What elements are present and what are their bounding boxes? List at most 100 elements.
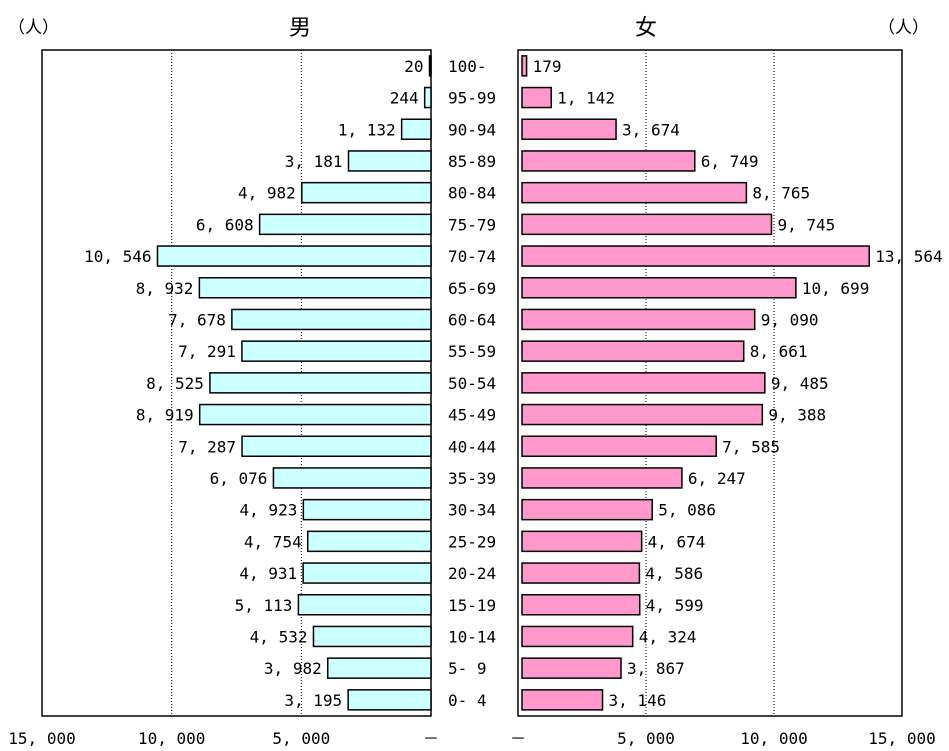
female-data-label: 4, 674: [648, 532, 706, 551]
male-bar: [347, 150, 432, 172]
male-bar: [423, 86, 432, 109]
female-bar: [521, 403, 764, 426]
female-bar: [521, 118, 617, 140]
male-data-label: 20: [404, 57, 423, 76]
male-bar: [241, 340, 432, 362]
age-group-label: 30-34: [448, 501, 496, 520]
female-data-label: 1, 142: [557, 89, 615, 108]
female-data-label: 4, 324: [639, 627, 697, 646]
female-bar: [521, 372, 766, 394]
male-bar: [156, 245, 432, 267]
x-axis-ticks: 15, 000 10, 000 5, 000 － － 5, 000 10, 000 15, 0…: [8, 729, 935, 748]
male-data-label: 6, 608: [196, 215, 254, 234]
male-data-label: 8, 932: [136, 279, 194, 298]
x-tick-label-female: 15, 000: [868, 729, 935, 748]
male-data-label: 1, 132: [338, 120, 396, 139]
male-bar: [428, 55, 432, 77]
female-bar: [521, 625, 634, 648]
age-group-label: 15-19: [448, 596, 496, 615]
male-data-label: 4, 532: [250, 627, 308, 646]
male-bar: [326, 657, 432, 679]
female-data-label: 8, 765: [752, 184, 810, 203]
male-data-label: 244: [390, 89, 419, 108]
age-group-label: 50-54: [448, 374, 496, 393]
age-group-label: 85-89: [448, 152, 496, 171]
age-group-labels: 100- 95-99 90-94 85-89 80-84 75-79 70-74 65-69 6…: [448, 57, 496, 710]
female-bar: [521, 467, 683, 489]
female-bar: [521, 594, 641, 616]
female-bar: [521, 308, 756, 331]
female-bar: [521, 245, 870, 267]
female-bar: [521, 340, 745, 362]
male-data-label: 4, 982: [238, 184, 296, 203]
female-bar: [521, 435, 717, 457]
male-data-label: 8, 525: [146, 374, 204, 393]
x-tick-label-female: －: [510, 729, 526, 748]
age-group-label: 55-59: [448, 342, 496, 361]
female-bar: [521, 86, 552, 109]
male-data-label: 7, 287: [178, 437, 236, 456]
female-bar: [521, 150, 696, 172]
female-data-label: 4, 599: [646, 596, 704, 615]
male-bar: [231, 308, 432, 331]
male-bar: [241, 435, 432, 457]
male-data-label: 3, 195: [284, 691, 342, 710]
female-data-label: 9, 745: [777, 215, 835, 234]
female-data-label: 3, 674: [622, 120, 680, 139]
age-group-label: 70-74: [448, 247, 496, 266]
male-data-label: 4, 931: [239, 564, 297, 583]
female-bar: [521, 689, 604, 711]
female-data-label: 179: [533, 57, 562, 76]
female-data-label: 13, 564: [875, 247, 942, 266]
age-group-label: 40-44: [448, 437, 496, 456]
male-bar: [198, 403, 432, 426]
x-tick-label-male: －: [423, 729, 439, 748]
age-group-label: 80-84: [448, 184, 496, 203]
age-group-label: 65-69: [448, 279, 496, 298]
unit-label-left: （人）: [8, 18, 59, 38]
male-bar: [312, 625, 432, 648]
female-data-label: 4, 586: [645, 564, 703, 583]
female-title: 女: [635, 16, 657, 41]
female-plot-frame: [517, 49, 903, 717]
unit-label-right: （人）: [878, 18, 929, 38]
male-bar: [302, 498, 432, 521]
male-data-label: 3, 982: [264, 659, 322, 678]
age-group-label: 90-94: [448, 120, 496, 139]
age-group-label: 95-99: [448, 89, 496, 108]
x-tick-label-male: 5, 000: [272, 729, 330, 748]
male-data-label: 3, 181: [285, 152, 343, 171]
male-data-label: 7, 678: [168, 310, 226, 329]
x-tick-label-male: 15, 000: [8, 729, 75, 748]
female-bar: [521, 530, 643, 553]
age-group-label: 60-64: [448, 310, 496, 329]
age-group-label: 0- 4: [448, 691, 487, 710]
female-bar: [521, 498, 653, 521]
age-group-label: 100-: [448, 57, 487, 76]
male-data-label: 4, 923: [240, 501, 298, 520]
male-bar: [297, 594, 432, 616]
female-data-label: 10, 699: [802, 279, 869, 298]
x-tick-label-female: 10, 000: [740, 729, 807, 748]
x-tick-label-male: 10, 000: [138, 729, 205, 748]
male-title: 男: [289, 16, 311, 41]
age-group-label: 35-39: [448, 469, 496, 488]
male-bar: [209, 372, 432, 394]
male-data-label: 7, 291: [178, 342, 236, 361]
female-bar: [521, 657, 622, 679]
male-data-label: 10, 546: [84, 247, 151, 266]
age-group-label: 5- 9: [448, 659, 487, 678]
female-data-label: 9, 485: [771, 374, 829, 393]
age-group-label: 10-14: [448, 627, 496, 646]
female-data-label: 6, 749: [701, 152, 759, 171]
female-bar: [521, 213, 773, 236]
female-bar: [521, 55, 528, 77]
male-bar: [301, 181, 432, 204]
age-group-label: 45-49: [448, 406, 496, 425]
female-data-label: 9, 090: [761, 310, 819, 329]
female-bar: [521, 562, 641, 584]
female-bar: [521, 277, 797, 299]
male-bar: [306, 530, 432, 553]
male-bar: [198, 277, 432, 299]
